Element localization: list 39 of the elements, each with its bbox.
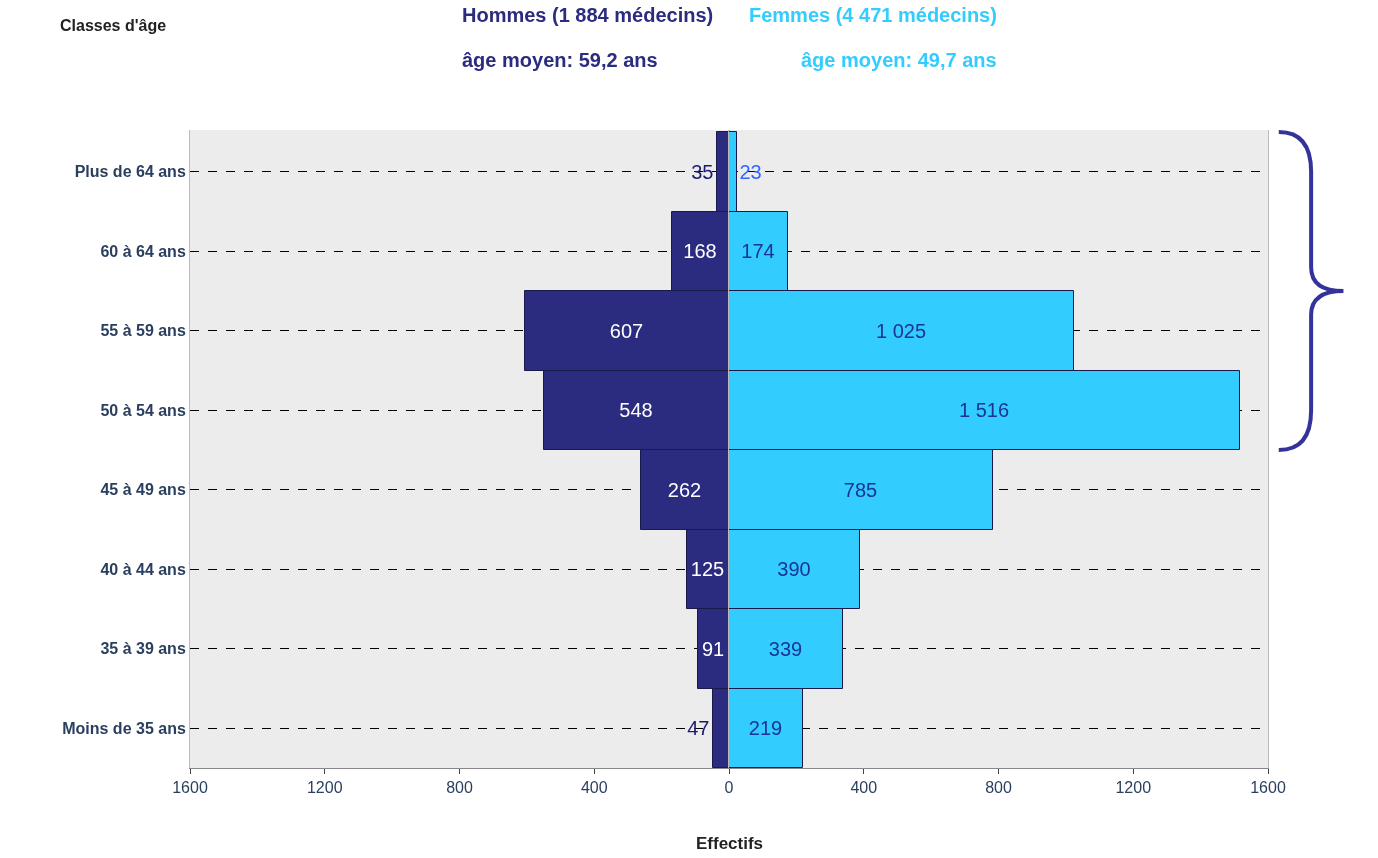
data-label: 607 xyxy=(609,319,644,342)
y-tick-label: 45 à 49 ans xyxy=(100,481,186,499)
data-label: 390 xyxy=(777,558,811,580)
data-label: 548 xyxy=(619,399,653,421)
x-tick-label: 1600 xyxy=(172,779,208,797)
data-label: 785 xyxy=(843,478,878,501)
data-label: 47 xyxy=(687,717,710,739)
data-label: 35 xyxy=(691,160,714,183)
text: Classes d'âge xyxy=(60,17,167,34)
data-label: 168 xyxy=(683,240,717,262)
data-label: 339 xyxy=(768,637,803,660)
text: âge moyen: 49,7 ans xyxy=(801,49,997,71)
data-label: 219 xyxy=(748,717,783,739)
y-tick-label: Moins de 35 ans xyxy=(62,719,186,737)
text: âge moyen: 59,2 ans xyxy=(462,49,658,71)
y-tick-label: 35 à 39 ans xyxy=(100,640,186,658)
data-label: 91 xyxy=(701,637,725,660)
x-tick-label: 1200 xyxy=(1115,779,1152,797)
x-tick-label: 400 xyxy=(580,779,608,797)
y-tick-label: 55 à 59 ans xyxy=(100,322,186,340)
y-tick-label: 60 à 64 ans xyxy=(100,242,186,260)
x-tick-label: 400 xyxy=(850,779,878,797)
x-tick-label: 800 xyxy=(446,779,473,797)
data-label: 125 xyxy=(690,558,725,580)
y-tick-label: 40 à 44 ans xyxy=(100,560,186,578)
data-label: 23 xyxy=(739,160,762,183)
data-label: 1 025 xyxy=(875,319,927,342)
text: Femmes (4 471 médecins) xyxy=(749,4,997,26)
y-tick-label: Plus de 64 ans xyxy=(74,163,186,181)
x-tick-label: 1600 xyxy=(1250,779,1286,797)
x-tick-label: 0 xyxy=(724,779,734,797)
x-tick-label: 800 xyxy=(985,779,1012,797)
x-axis-title: Effectifs xyxy=(696,834,764,853)
x-tick-label: 1200 xyxy=(306,779,343,797)
data-label: 174 xyxy=(741,240,775,262)
text: Hommes (1 884 médecins) xyxy=(462,4,714,26)
data-label: 262 xyxy=(667,478,702,501)
y-tick-label: 50 à 54 ans xyxy=(100,401,186,419)
data-label: 1 516 xyxy=(958,399,1010,421)
